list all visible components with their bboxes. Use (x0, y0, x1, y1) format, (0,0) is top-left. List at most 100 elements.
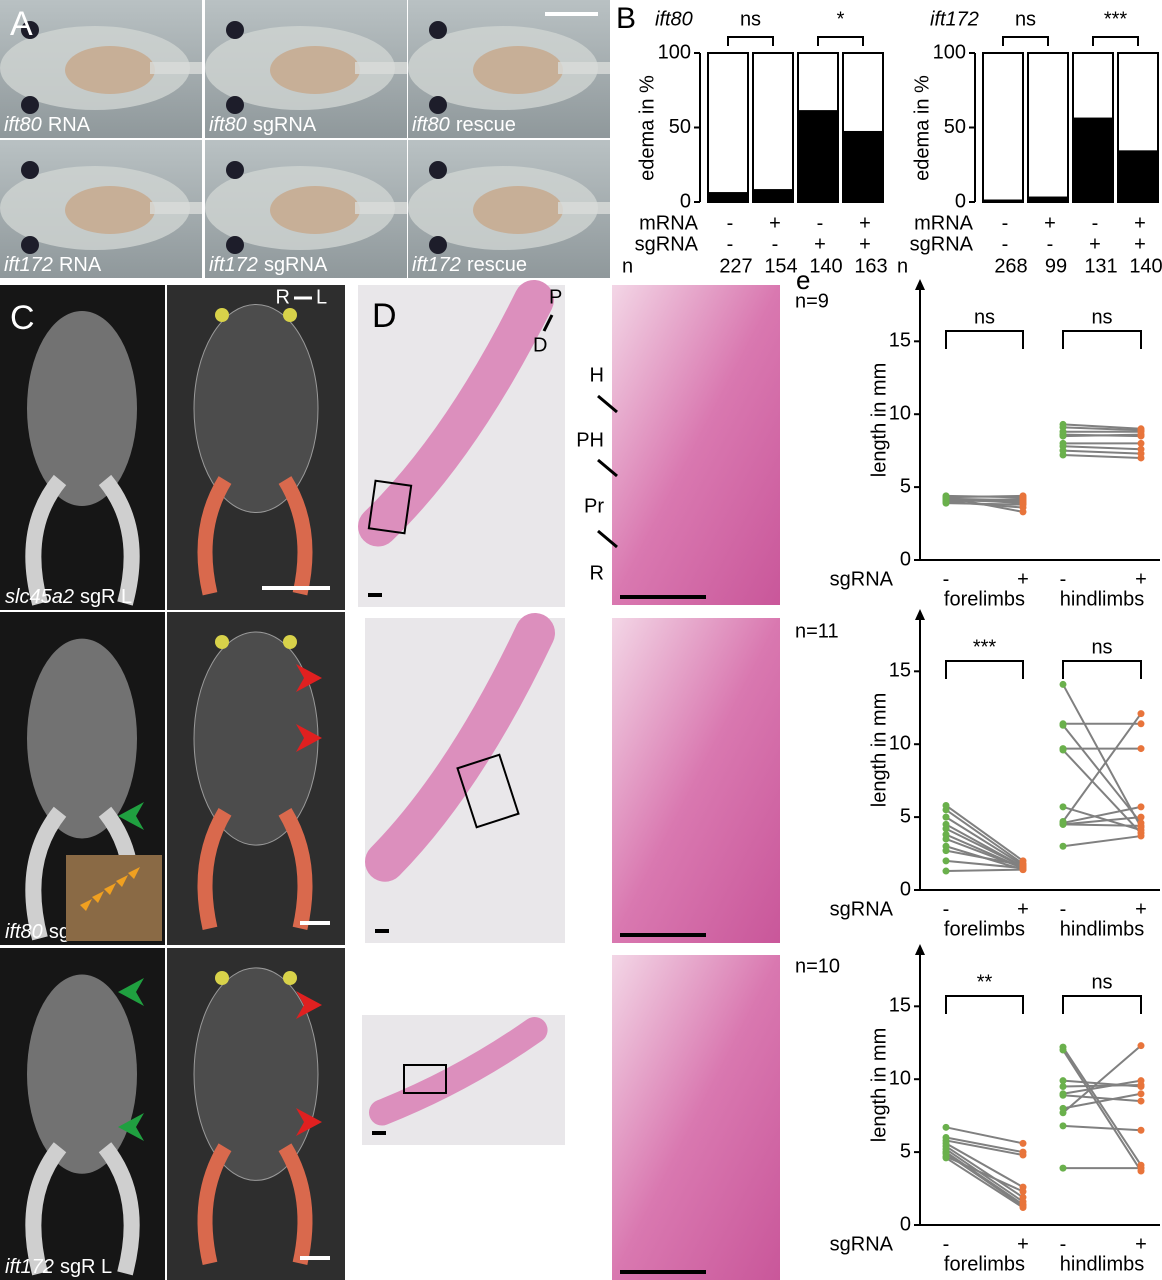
arrowhead (296, 724, 322, 752)
y-tick-label: 50 (669, 116, 691, 138)
caption-suffix: sgRNA (264, 254, 328, 276)
y-tick-label: 0 (900, 548, 911, 570)
group-label: forelimbs (944, 588, 1025, 610)
image-caption: ift172 sgR L (5, 1256, 112, 1278)
image-caption: ift172 sgRNA (209, 254, 328, 276)
end-label: D (533, 334, 547, 356)
sgrna-sign: - (1047, 233, 1054, 255)
pair-line (945, 1155, 1024, 1193)
tadpole-gut (65, 186, 155, 234)
y-tick-label: 100 (933, 41, 966, 63)
pair-line (1062, 454, 1142, 459)
body-render (193, 304, 319, 513)
significance: ns (1091, 306, 1112, 328)
sgrna-sign: + (859, 233, 871, 255)
significance: ns (1015, 8, 1036, 30)
limb-render (197, 807, 232, 930)
y-tick-label: 10 (889, 402, 911, 424)
point-plus (1137, 1097, 1145, 1105)
caption-gene: ift80 (5, 921, 43, 943)
sign: - (1060, 1233, 1067, 1255)
caption-suffix: RNA (48, 114, 91, 136)
point-minus (1059, 1109, 1067, 1117)
image-caption: ift80 sgRNA (209, 114, 317, 136)
pair-line (945, 1145, 1024, 1199)
caption-gene: ift80 (209, 114, 247, 136)
significance: ns (1091, 971, 1112, 993)
y-tick-label: 15 (889, 660, 911, 682)
zone-label: PH (576, 429, 604, 451)
roi-box (403, 1064, 447, 1094)
bracket (1062, 330, 1142, 349)
n-label: n=10 (795, 955, 840, 977)
orientation: L (316, 286, 327, 308)
tadpole-gut (473, 46, 563, 94)
y-tick-label: 0 (955, 190, 966, 212)
n-value: 140 (809, 255, 842, 277)
caption-suffix: rescue (456, 114, 516, 136)
point-minus (1059, 1077, 1067, 1085)
pair-line (1062, 426, 1142, 432)
pair-line (1062, 1046, 1142, 1166)
point-plus (1019, 1204, 1027, 1212)
sign: - (943, 568, 950, 590)
pair-line (1062, 724, 1142, 824)
pair-line (945, 1148, 1024, 1203)
arrowhead (296, 991, 322, 1019)
eye-render (215, 308, 229, 322)
pair-line (1062, 1124, 1142, 1132)
histology-zoom (612, 618, 780, 943)
arrowhead (116, 875, 128, 887)
pair-line (1062, 835, 1142, 848)
point-plus (1137, 1126, 1145, 1134)
mrna-sign: - (1002, 212, 1009, 234)
tadpole-tail (355, 202, 407, 214)
limb-render (197, 1143, 232, 1266)
arrowhead (118, 1113, 144, 1141)
y-tick-label: 0 (680, 190, 691, 212)
point-plus (1137, 822, 1145, 830)
tadpole-tail (558, 62, 610, 74)
bracket (727, 36, 774, 46)
point-plus (1137, 439, 1145, 447)
pair-line (1062, 823, 1142, 827)
x-axis-label: sgRNA (830, 898, 894, 920)
group-label: hindlimbs (1060, 1253, 1144, 1275)
point-minus (942, 806, 950, 814)
sgrna-sign: + (1089, 233, 1101, 255)
mrna-sign: - (727, 212, 734, 234)
point-minus (1059, 680, 1067, 688)
y-axis-label: length in mm (868, 363, 890, 478)
bracket (1062, 660, 1142, 679)
point-plus (1019, 1151, 1027, 1159)
eye-render (215, 971, 229, 985)
bracket (945, 660, 1024, 679)
point-minus (942, 1154, 950, 1162)
pair-line (945, 1136, 1024, 1154)
sign: - (943, 898, 950, 920)
panel-label: e (796, 265, 810, 295)
arrowhead (118, 978, 144, 1006)
mrna-sign: - (817, 212, 824, 234)
tadpole-gut (65, 46, 155, 94)
point-minus (1059, 1083, 1067, 1090)
y-tick-label: 0 (900, 878, 911, 900)
point-plus (1137, 710, 1145, 718)
point-minus (1059, 1122, 1067, 1130)
n-value: 131 (1084, 255, 1117, 277)
point-plus (1137, 813, 1145, 821)
point-plus (1137, 745, 1145, 753)
significance: * (837, 8, 845, 30)
significance: ns (974, 306, 995, 328)
group-label: forelimbs (944, 1253, 1025, 1275)
tadpole-tail (558, 202, 610, 214)
zone-label: Pr (584, 495, 604, 517)
pair-line (1062, 816, 1142, 826)
n-value: 268 (994, 255, 1027, 277)
sgrna-sign: + (1134, 233, 1146, 255)
tissue (358, 280, 554, 547)
histology-zoom (612, 955, 780, 1280)
tadpole-gut (270, 46, 360, 94)
arrowhead (128, 867, 140, 879)
sign: + (1135, 1233, 1147, 1255)
